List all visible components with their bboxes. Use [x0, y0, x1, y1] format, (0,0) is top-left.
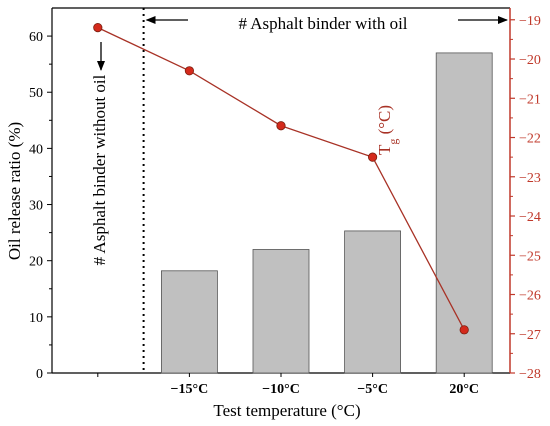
x-tick-label: −5°C [357, 382, 388, 397]
x-tick-label: −15°C [171, 382, 209, 397]
bar [344, 230, 402, 374]
plot-frame [51, 7, 511, 374]
bar [252, 249, 310, 374]
left-tick-label: 60 [29, 30, 43, 45]
annotation-with-oil: # Asphalt binder with oil [238, 14, 407, 33]
x-tick-label: 20°C [449, 382, 479, 397]
right-tick-label: −23 [519, 171, 541, 186]
left-tick-label: 0 [36, 367, 43, 382]
tg-line-series [93, 23, 469, 335]
right-tick-label: −27 [519, 328, 541, 343]
left-tick-label: 20 [29, 255, 43, 270]
left-tick-label: 50 [29, 86, 43, 101]
tg-point [459, 325, 469, 335]
right-tick-label: −19 [519, 14, 541, 29]
y-axis-left-label: Oil release ratio (%) [5, 122, 24, 260]
tg-point [276, 121, 286, 131]
right-tick-label: −21 [519, 92, 541, 107]
tg-point [367, 152, 378, 162]
right-tick-label: −22 [519, 132, 541, 147]
tg-point [184, 66, 194, 76]
right-tick-label: −25 [519, 249, 541, 264]
y-axis-right-label-unit: (°C) [375, 105, 394, 139]
right-tick-label: −20 [519, 53, 541, 68]
left-tick-label: 10 [29, 311, 43, 326]
bar [160, 270, 218, 374]
x-tick-label: −10°C [262, 382, 300, 397]
right-tick-label: −28 [519, 367, 541, 382]
bars [160, 52, 493, 374]
y-axis-right-label: Tg (°C) [375, 105, 400, 155]
bar [435, 52, 493, 374]
right-tick-label: −24 [519, 210, 541, 225]
right-tick-label: −26 [519, 289, 541, 304]
y-axis-right-label-sub: g [386, 139, 400, 145]
left-tick-label: 30 [29, 199, 43, 214]
left-tick-label: 40 [29, 142, 43, 157]
x-axis-label: Test temperature (°C) [213, 401, 360, 420]
right-axis: −28 −27 −26 −25 −24 −23 −22 −21 −20 −19 [510, 14, 541, 382]
tg-point [93, 23, 103, 33]
x-axis: −15°C −10°C −5°C 20°C [97, 373, 479, 397]
left-axis: 0 10 20 30 40 50 60 [29, 30, 52, 382]
annotation-without-oil: # Asphalt binder without oil [90, 74, 109, 265]
y-axis-right-label-main: T [375, 144, 394, 155]
annotations [97, 16, 508, 71]
